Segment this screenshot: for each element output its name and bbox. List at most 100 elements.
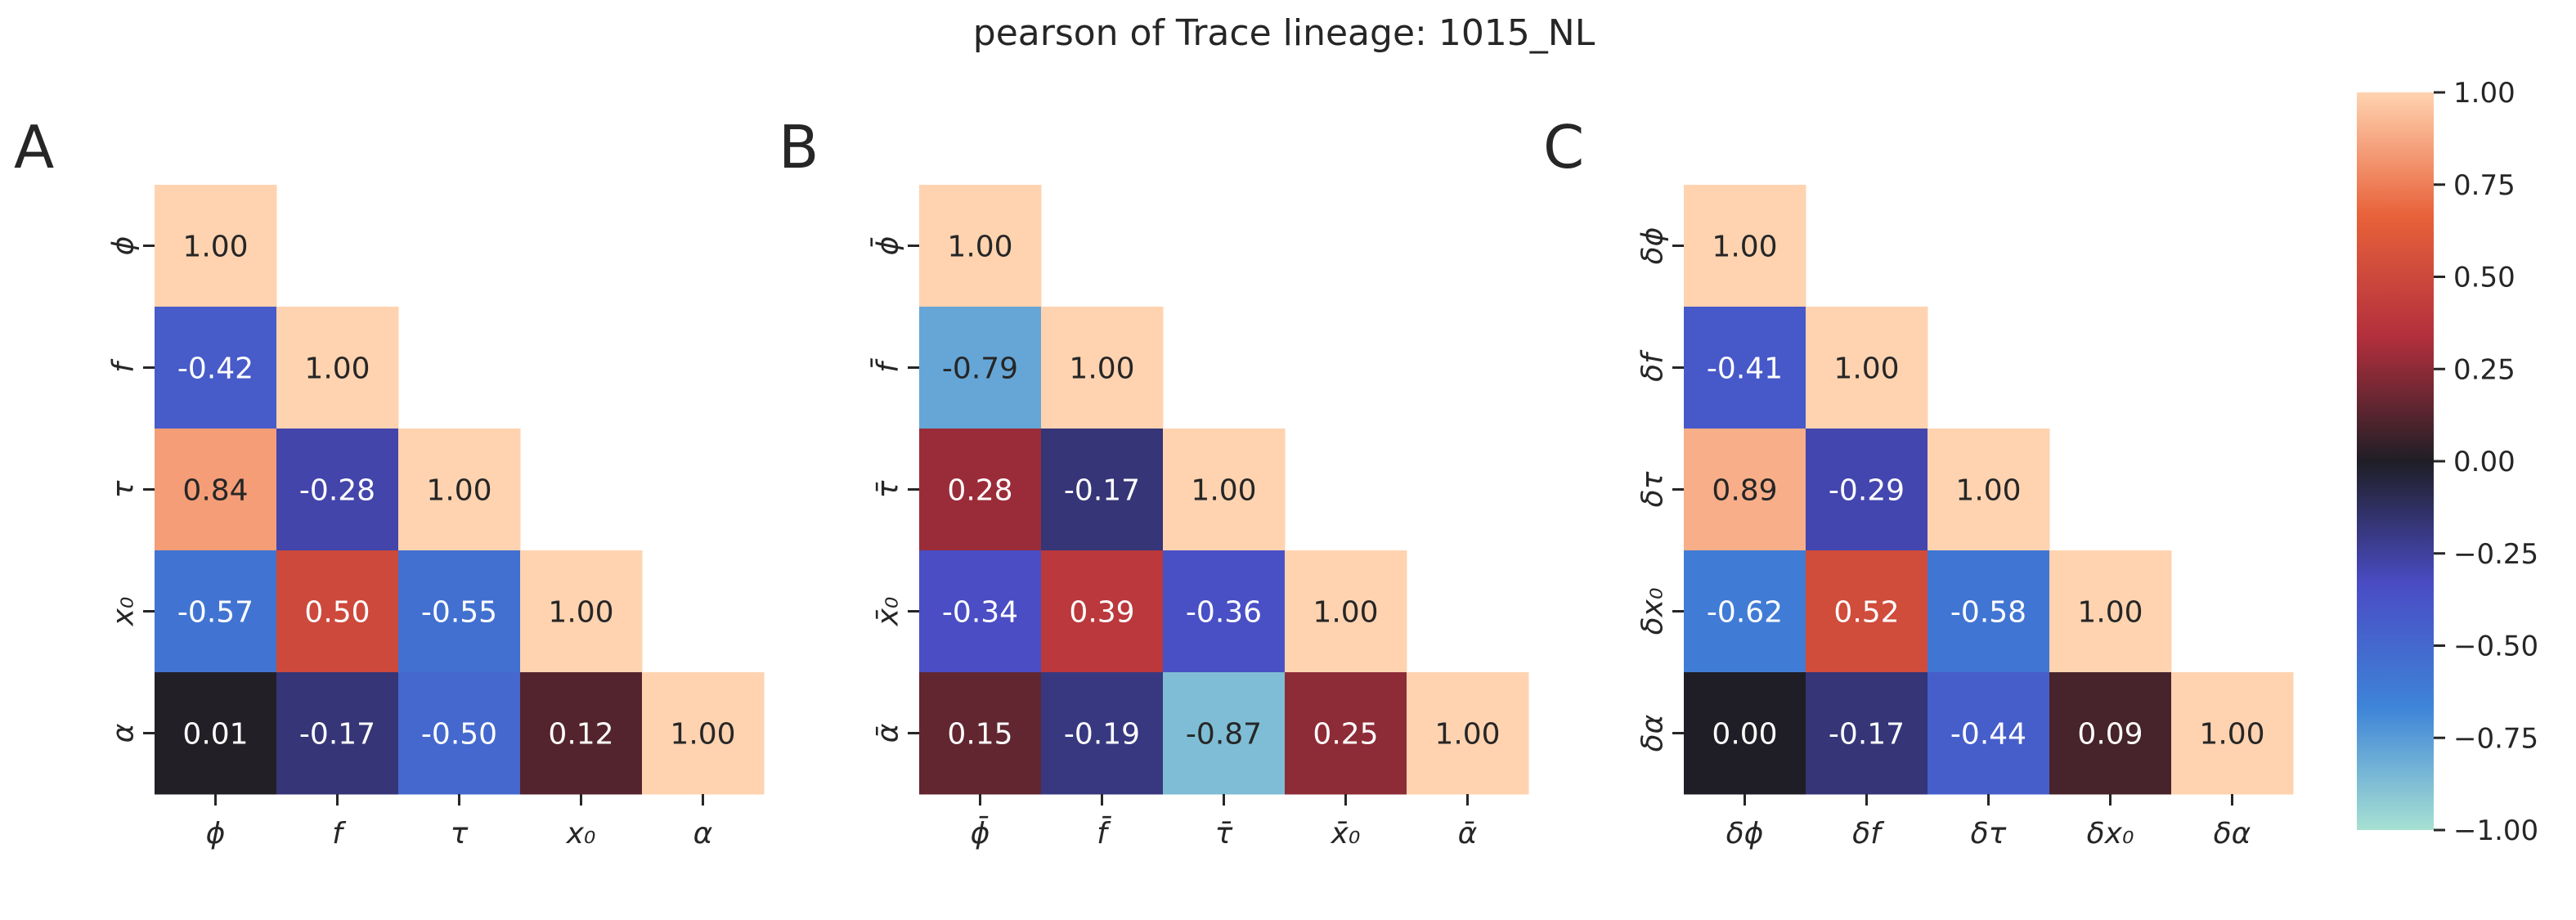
heatmap-cell xyxy=(1163,550,1286,673)
heatmap-cell xyxy=(1041,307,1164,429)
cell-value-label: 0.28 xyxy=(947,474,1012,508)
y-tick-label: α xyxy=(107,723,141,743)
y-tick-label: x₀ xyxy=(107,597,141,627)
x-tick-label: δϕ xyxy=(1726,817,1764,850)
cell-value-label: 0.15 xyxy=(947,718,1012,752)
heatmap-cell xyxy=(276,672,399,795)
cell-value-label: 1.00 xyxy=(182,231,248,264)
x-tick-label: ϕ̄ xyxy=(971,815,990,850)
y-tick-label: f̄ xyxy=(870,358,905,373)
cell-value-label: -0.50 xyxy=(421,718,497,752)
x-tick-label: δf xyxy=(1852,817,1885,850)
heatmap-cell xyxy=(520,550,643,673)
cell-value-label: -0.28 xyxy=(299,474,375,508)
cell-value-label: 0.50 xyxy=(304,596,370,630)
heatmap-cell xyxy=(1806,550,1928,673)
cell-value-label: 0.89 xyxy=(1712,474,1777,508)
heatmap-cell xyxy=(1041,429,1164,551)
heatmap-cell xyxy=(2049,672,2172,795)
heatmap-cell xyxy=(1928,550,2050,673)
colorbar: 1.00 0.75 0.50 0.25 0.00 −0.25 −0.50 −0.75 −1.00 xyxy=(2357,77,2538,847)
heatmap-cell xyxy=(520,672,643,795)
heatmap-cell xyxy=(1407,672,1529,795)
heatmap-cell xyxy=(155,550,277,673)
heatmap-cell xyxy=(1806,429,1928,551)
colorbar-gradient xyxy=(2357,92,2434,830)
panel-letter: B xyxy=(779,113,819,182)
panel-letter: A xyxy=(14,113,54,182)
figure-title: pearson of Trace lineage: 1015_NL xyxy=(973,12,1595,54)
cell-value-label: -0.87 xyxy=(1186,718,1262,752)
heatmap-cell xyxy=(155,307,277,429)
heatmap-cell xyxy=(276,550,399,673)
colorbar-tick-label: −0.50 xyxy=(2453,631,2538,663)
heatmap-cell xyxy=(1163,672,1286,795)
heatmap-cell xyxy=(2171,672,2294,795)
x-tick-label: τ̄ xyxy=(1215,817,1233,850)
cell-value-label: 1.00 xyxy=(1191,474,1256,508)
heatmap-cell xyxy=(398,672,521,795)
cell-value-label: 1.00 xyxy=(2077,596,2143,630)
heatmap-cell xyxy=(919,672,1042,795)
heatmap-cell xyxy=(1684,550,1806,673)
heatmap-cell xyxy=(1163,429,1286,551)
heatmap-cell xyxy=(642,672,765,795)
panel-letter: C xyxy=(1543,113,1584,182)
heatmap-cell xyxy=(155,185,277,307)
colorbar-tick-label: −1.00 xyxy=(2453,815,2538,847)
heatmap-panel-c: C 1.00 -0.41 1.00 0.89 -0.29 1.00 -0.62 0.52 -0.5… xyxy=(1543,113,2294,850)
cell-value-label: 1.00 xyxy=(548,596,613,630)
x-tick-label: x₀ xyxy=(566,817,596,850)
cell-value-label: -0.57 xyxy=(177,596,254,630)
colorbar-tick-label: 0.50 xyxy=(2453,262,2515,294)
x-tick-label: f̄ xyxy=(1097,815,1111,850)
cell-value-label: 0.39 xyxy=(1069,596,1134,630)
y-tick-label: τ xyxy=(107,480,141,498)
y-tick-label: ϕ̄ xyxy=(870,236,905,256)
y-tick-label: τ̄ xyxy=(872,480,905,498)
heatmap-cell xyxy=(919,429,1042,551)
y-tick-label: ϕ xyxy=(107,236,141,256)
cell-value-label: 1.00 xyxy=(426,474,491,508)
cell-value-label: -0.36 xyxy=(1186,596,1262,630)
x-tick-label: δα xyxy=(2214,817,2251,850)
heatmap-cell xyxy=(398,429,521,551)
cell-value-label: 1.00 xyxy=(1069,352,1134,386)
y-tick-label: δα xyxy=(1636,714,1670,752)
cell-value-label: 0.00 xyxy=(1712,718,1777,752)
cell-value-label: -0.58 xyxy=(1950,596,2026,630)
heatmap-panel-b: B 1.00 -0.79 1.00 0.28 -0.17 1.00 -0.34 0.39 -0.3… xyxy=(779,113,1529,850)
cell-value-label: 0.09 xyxy=(2077,718,2143,752)
y-tick-label: x̄₀ xyxy=(872,597,905,627)
heatmap-cell xyxy=(1928,672,2050,795)
cell-value-label: 1.00 xyxy=(1712,231,1777,264)
heatmap-cell xyxy=(276,307,399,429)
y-tick-label: f xyxy=(107,358,141,373)
x-tick-label: α xyxy=(693,817,713,850)
heatmap-cell xyxy=(1684,672,1806,795)
heatmap-cell xyxy=(1928,429,2050,551)
cell-value-label: -0.17 xyxy=(1064,474,1140,508)
colorbar-tick-label: 0.00 xyxy=(2453,446,2515,478)
heatmap-cell xyxy=(398,550,521,673)
heatmap-cell xyxy=(919,550,1042,673)
cell-value-label: 0.01 xyxy=(182,718,248,752)
heatmap-cell xyxy=(1806,307,1928,429)
y-tick-label: δf xyxy=(1636,349,1670,382)
cell-value-label: -0.17 xyxy=(299,718,375,752)
heatmap-cell xyxy=(1684,429,1806,551)
x-tick-label: τ xyxy=(451,817,469,850)
colorbar-tick-label: −0.75 xyxy=(2453,722,2538,755)
heatmap-cell xyxy=(155,672,277,795)
cell-value-label: -0.44 xyxy=(1950,718,2026,752)
heatmap-panel-a: A 1.00 -0.42 1.00 0.84 -0.28 1.00 -0.57 0.50 -0.5… xyxy=(14,113,765,850)
heatmap-cell xyxy=(1684,307,1806,429)
heatmap-cell xyxy=(1285,550,1407,673)
x-tick-label: δτ xyxy=(1971,817,2007,850)
cell-value-label: -0.29 xyxy=(1829,474,1905,508)
cell-value-label: 0.12 xyxy=(548,718,613,752)
colorbar-tick-label: 1.00 xyxy=(2453,77,2515,110)
cell-value-label: 1.00 xyxy=(670,718,735,752)
heatmap-cell xyxy=(276,429,399,551)
x-tick-label: ᾱ xyxy=(1458,817,1478,850)
